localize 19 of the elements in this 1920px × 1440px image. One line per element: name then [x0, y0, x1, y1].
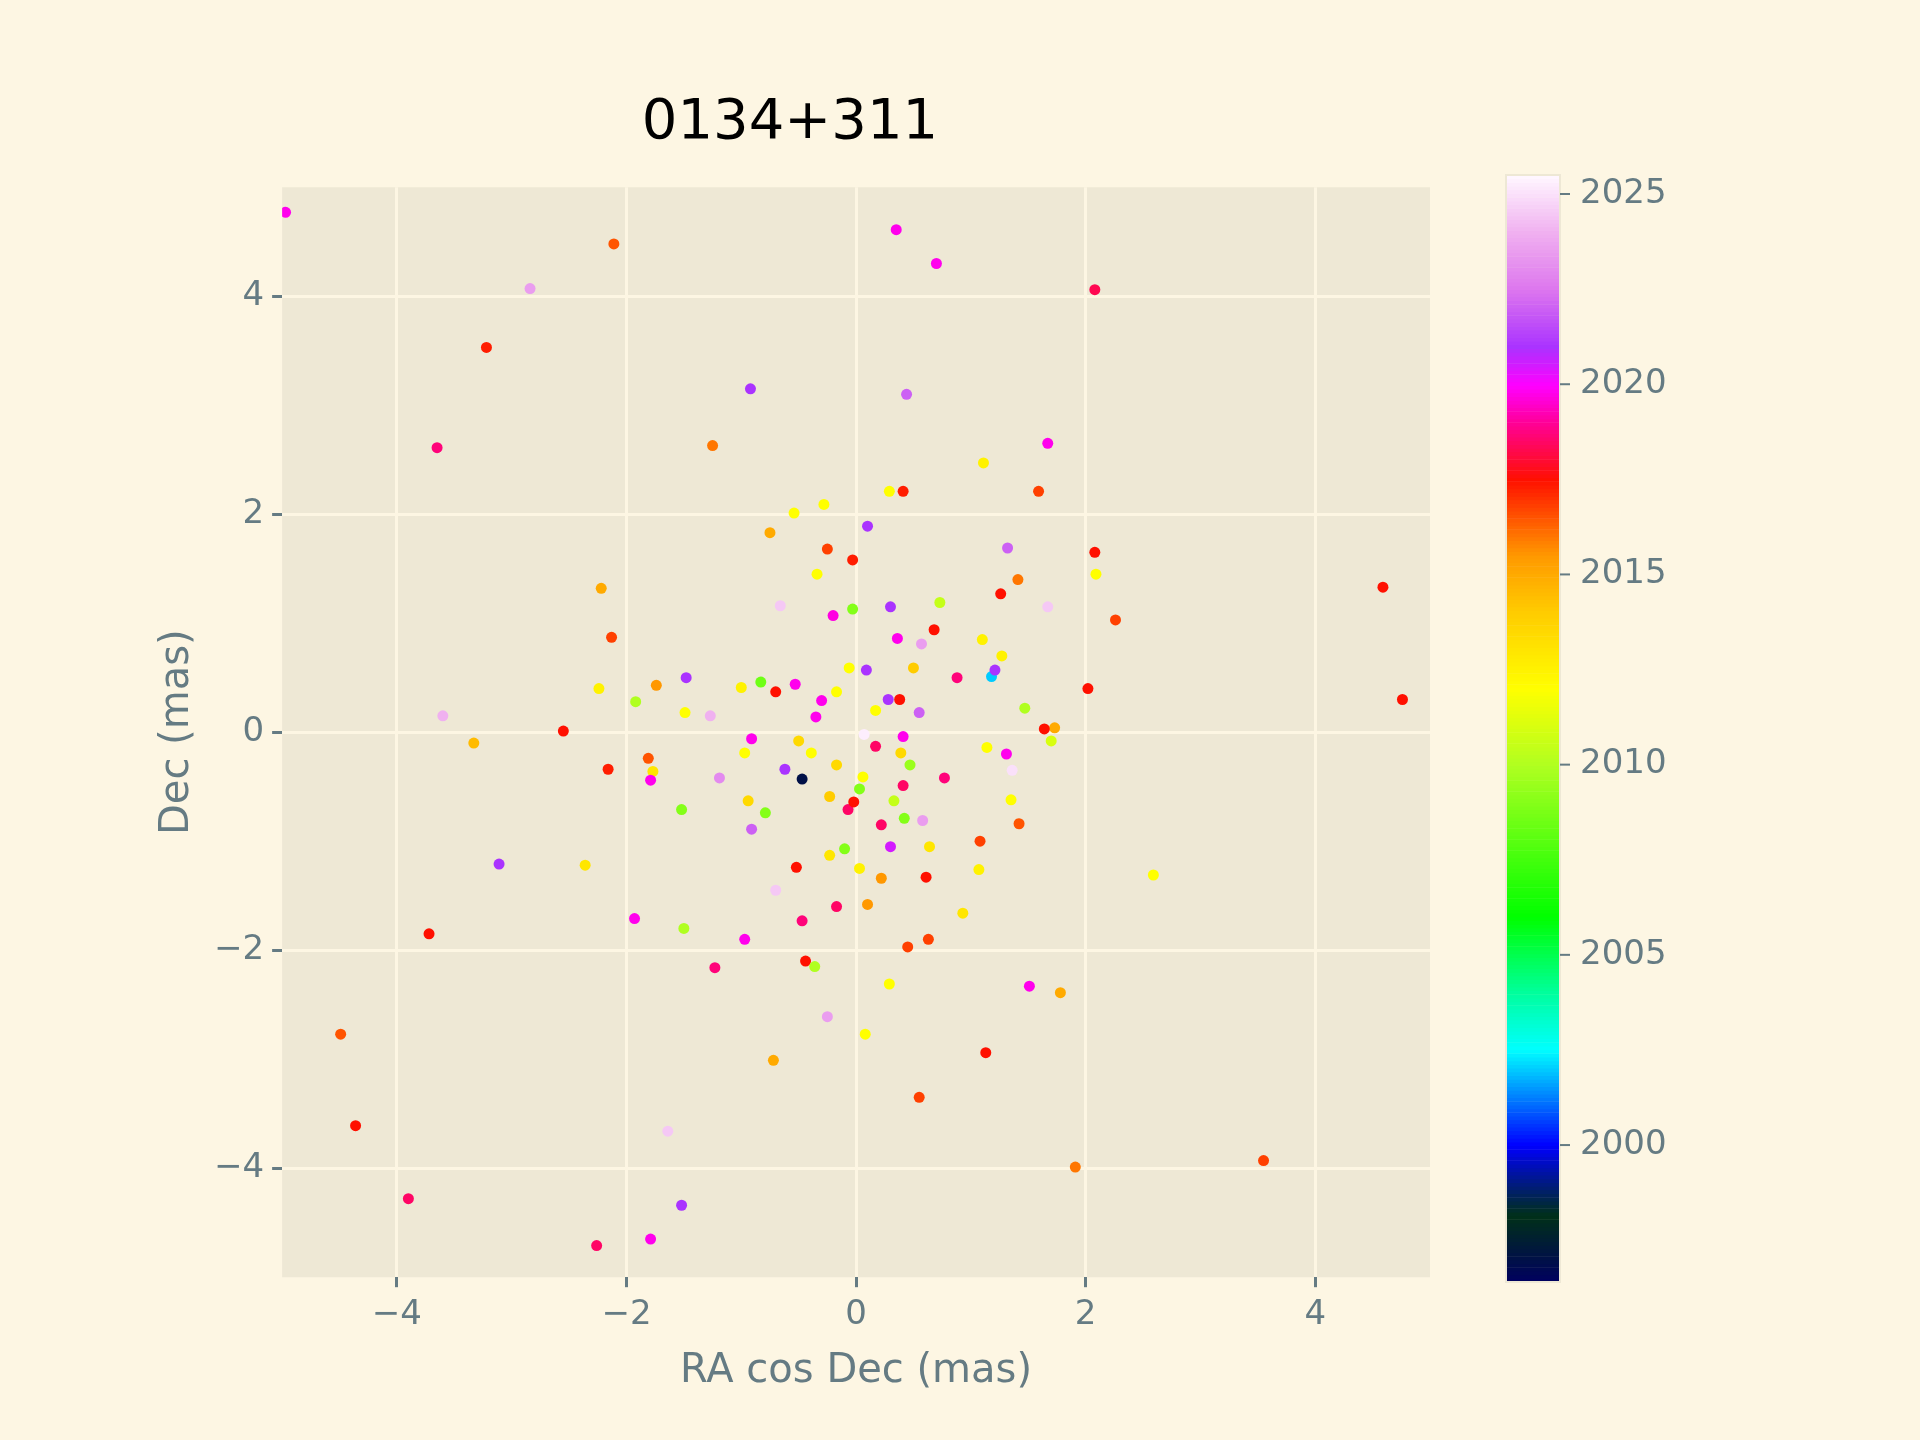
- y-tick-label: 0: [242, 709, 265, 750]
- color-bar-label: 2020: [1580, 361, 1667, 402]
- color-bar-label: 2000: [1580, 1121, 1667, 1162]
- x-tick-label: 2: [1074, 1292, 1097, 1333]
- x-tick-label: 4: [1304, 1292, 1327, 1333]
- color-bar-label: 2010: [1580, 741, 1667, 782]
- chart-title: 0134+311: [641, 86, 939, 152]
- x-tick-label: 0: [845, 1292, 867, 1333]
- x-tick-label: −2: [601, 1292, 652, 1333]
- y-tick-label: −4: [214, 1145, 265, 1186]
- color-bar-label: 2025: [1580, 170, 1667, 211]
- x-axis-title: RA cos Dec (mas): [680, 1345, 1033, 1392]
- color-bar-label: 2015: [1580, 551, 1667, 592]
- x-tick-label: −4: [371, 1292, 422, 1333]
- color-bar-label: 2005: [1580, 931, 1667, 972]
- y-tick-label: −2: [214, 927, 265, 968]
- y-axis-title: Dec (mas): [151, 629, 198, 836]
- y-tick-label: 4: [242, 273, 265, 314]
- y-tick-label: 2: [242, 491, 265, 532]
